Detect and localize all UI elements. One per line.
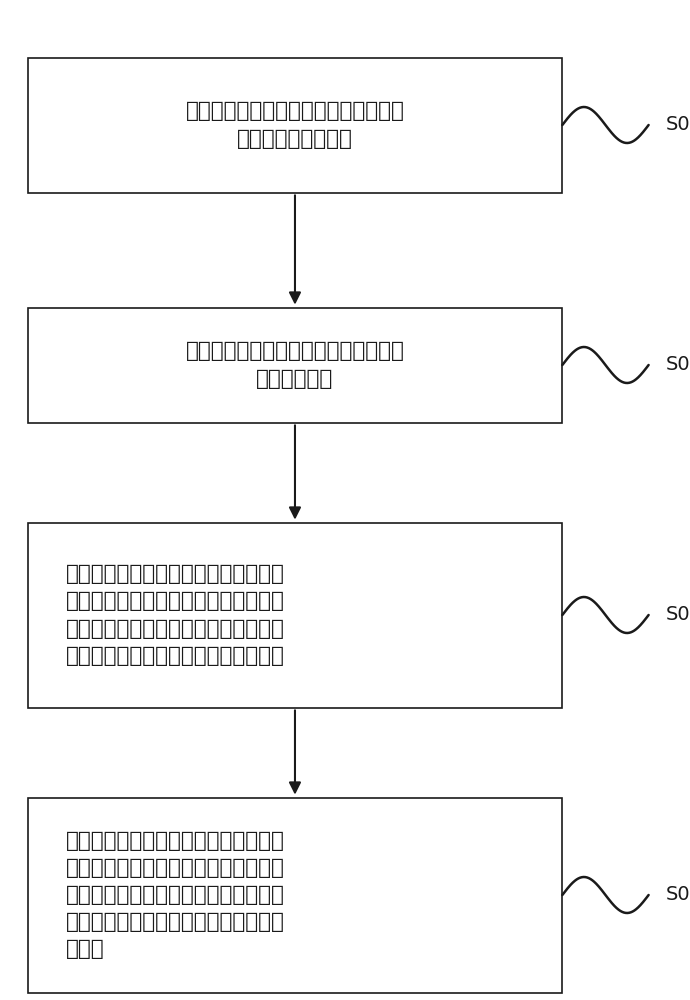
Bar (28, 57, 562, 192)
Bar (28, 798, 562, 992)
Text: 基于恒温控制负荷个体调度容量建模，
对同一区域的不同恒温控制负荷进行聚
合建模形成聚合恒温控制负荷调度模型
，以确定恒温控制负荷总体调度容量；: 基于恒温控制负荷个体调度容量建模， 对同一区域的不同恒温控制负荷进行聚 合建模形… (66, 564, 284, 666)
Text: 基于电热特性，进行恒温控制负荷个体
调度容量建模: 基于电热特性，进行恒温控制负荷个体 调度容量建模 (186, 341, 404, 389)
Text: S01: S01 (666, 115, 690, 134)
Text: S03: S03 (666, 605, 690, 624)
Text: 基于特高压元件故障概率，建立特高压
传输功率可靠性模型: 基于特高压元件故障概率，建立特高压 传输功率可靠性模型 (186, 101, 404, 149)
Text: S04: S04 (666, 886, 690, 904)
Text: S02: S02 (666, 356, 690, 374)
Bar (28, 522, 562, 708)
Bar (28, 308, 562, 422)
Text: 基于最优潮流模型，将聚合恒温控制负
荷调度模型与传统机组调度进行结合，
获取特高压直流系统故障情况下的最优
调度方案并评估恒温控制负荷参与调度
的程度: 基于最优潮流模型，将聚合恒温控制负 荷调度模型与传统机组调度进行结合， 获取特高… (66, 831, 284, 959)
